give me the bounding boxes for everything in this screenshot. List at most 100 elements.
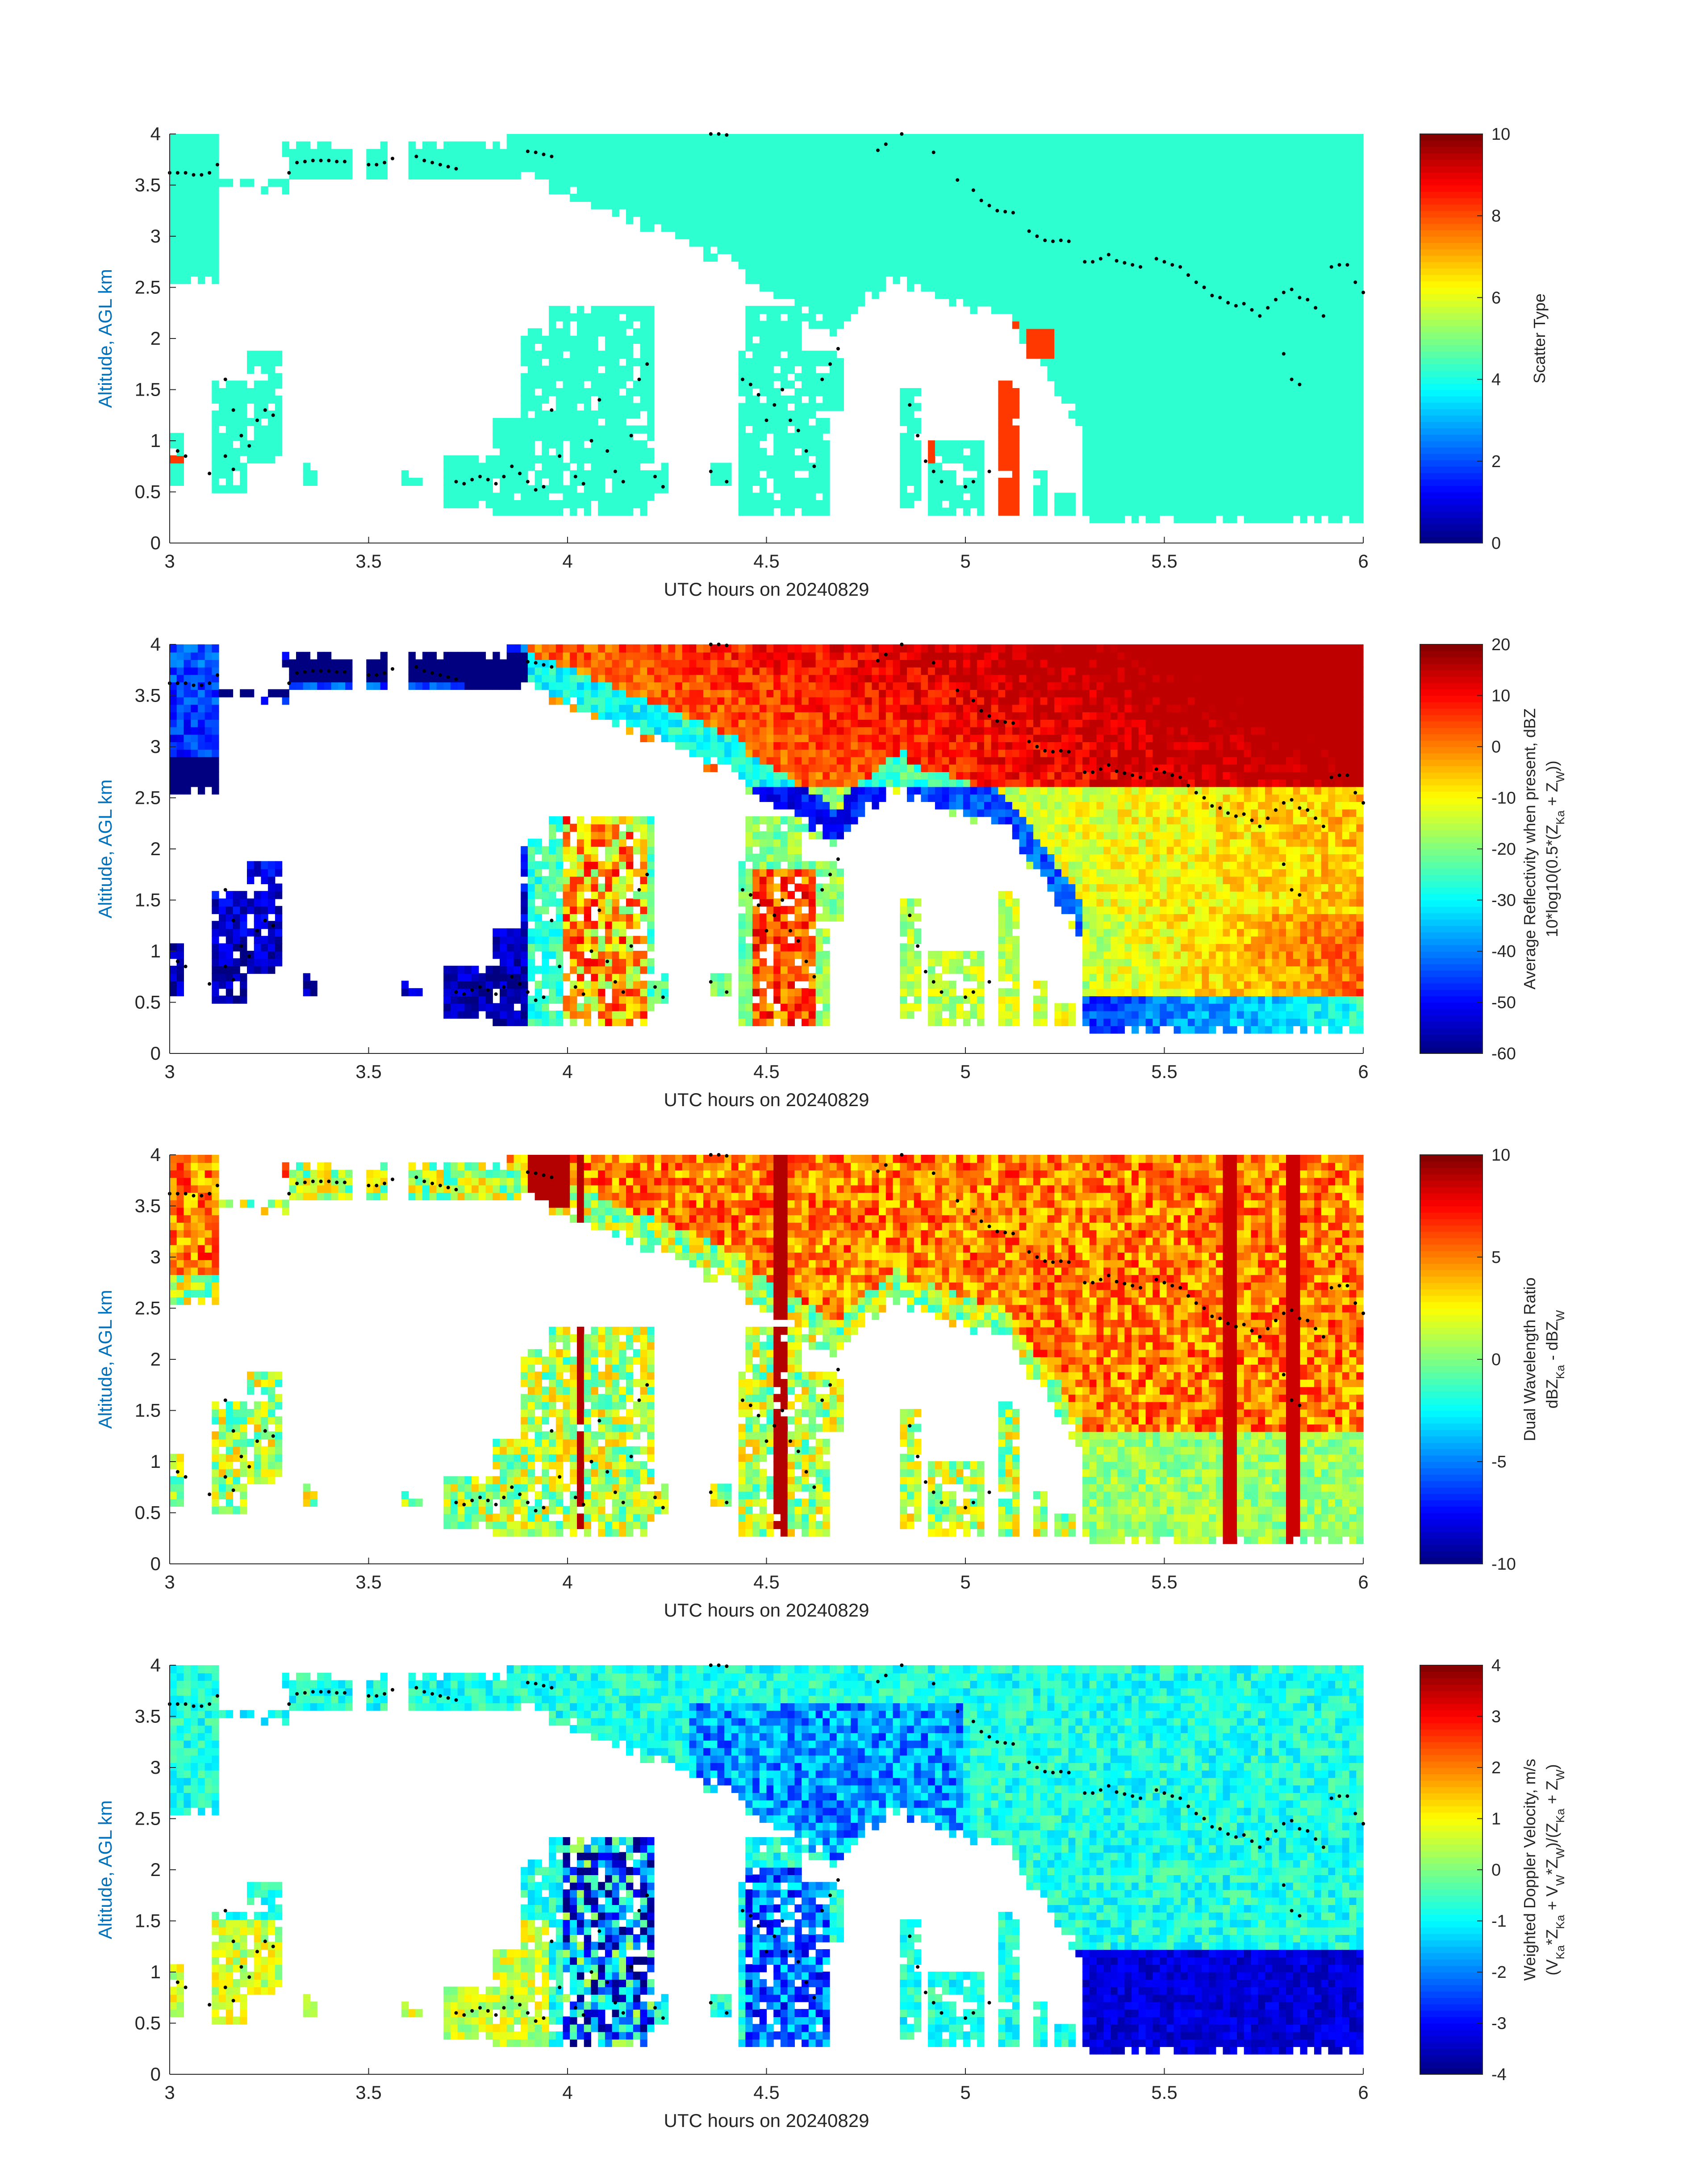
heatmap-cell bbox=[815, 380, 823, 389]
heatmap-cell bbox=[535, 171, 542, 180]
heatmap-cell bbox=[1012, 209, 1020, 217]
heatmap-cell bbox=[1342, 500, 1350, 509]
heatmap-cell bbox=[1286, 425, 1294, 434]
heatmap-cell bbox=[535, 373, 542, 381]
heatmap-cell bbox=[577, 149, 585, 157]
heatmap-cell bbox=[935, 268, 943, 277]
heatmap-cell bbox=[1209, 253, 1216, 262]
heatmap-cell bbox=[1047, 156, 1055, 165]
heatmap-cell bbox=[731, 171, 739, 180]
heatmap-cell bbox=[942, 455, 949, 464]
heatmap-cell bbox=[1033, 351, 1041, 359]
heatmap-cell bbox=[928, 238, 935, 247]
heatmap-cell bbox=[1068, 493, 1076, 501]
heatmap-cell bbox=[1342, 373, 1350, 381]
heatmap-cell bbox=[1054, 283, 1062, 292]
heatmap-cell bbox=[802, 433, 809, 441]
heatmap-cell bbox=[612, 171, 619, 180]
heatmap-cell bbox=[745, 141, 753, 150]
heatmap-cell bbox=[1082, 447, 1090, 456]
heatmap-cell bbox=[1328, 500, 1336, 509]
heatmap-cell bbox=[1223, 447, 1230, 456]
heatmap-cell bbox=[1251, 418, 1258, 426]
heatmap-cell bbox=[977, 186, 985, 195]
heatmap-cell bbox=[1307, 261, 1315, 269]
heatmap-cell bbox=[710, 141, 718, 150]
heatmap-cell bbox=[1040, 321, 1048, 329]
heatmap-cell bbox=[1005, 186, 1013, 195]
heatmap-cell bbox=[1187, 403, 1195, 411]
heatmap-cell bbox=[535, 163, 542, 172]
heatmap-cell bbox=[408, 156, 416, 165]
heatmap-cell bbox=[1117, 186, 1125, 195]
heatmap-cell bbox=[724, 179, 732, 187]
heatmap-cell bbox=[1089, 209, 1097, 217]
heatmap-cell bbox=[521, 335, 528, 344]
heatmap-cell bbox=[176, 276, 184, 284]
heatmap-cell bbox=[1153, 477, 1160, 486]
heatmap-cell bbox=[647, 141, 655, 150]
heatmap-cell bbox=[1321, 358, 1328, 367]
heatmap-cell bbox=[1181, 216, 1188, 225]
heatmap-cell bbox=[261, 455, 268, 464]
heatmap-cell bbox=[1237, 305, 1244, 314]
heatmap-cell bbox=[1307, 477, 1315, 486]
heatmap-cell bbox=[1103, 163, 1111, 172]
heatmap-cell bbox=[1237, 335, 1244, 344]
heatmap-cell bbox=[1026, 156, 1034, 165]
heatmap-cell bbox=[1251, 455, 1258, 464]
heatmap-cell bbox=[1272, 268, 1279, 277]
heatmap-cell bbox=[1124, 238, 1132, 247]
heatmap-cell bbox=[1244, 335, 1251, 344]
heatmap-cell bbox=[984, 298, 992, 307]
heatmap-cell bbox=[1258, 440, 1265, 449]
heatmap-cell bbox=[1251, 321, 1258, 329]
heatmap-cell bbox=[759, 246, 767, 255]
heatmap-cell bbox=[752, 470, 760, 479]
heatmap-cell bbox=[1230, 328, 1237, 337]
heatmap-cell bbox=[1272, 395, 1279, 404]
heatmap-cell bbox=[745, 358, 753, 367]
heatmap-cell bbox=[1258, 455, 1265, 464]
heatmap-cell bbox=[1040, 134, 1048, 142]
heatmap-cell bbox=[942, 261, 949, 269]
heatmap-cell bbox=[1132, 507, 1139, 516]
heatmap-cell bbox=[542, 141, 549, 150]
heatmap-cell bbox=[928, 186, 935, 195]
heatmap-cell bbox=[521, 388, 528, 397]
heatmap-cell bbox=[1223, 380, 1230, 389]
heatmap-cell bbox=[998, 291, 1006, 299]
heatmap-cell bbox=[1258, 351, 1265, 359]
heatmap-cell bbox=[591, 440, 598, 449]
heatmap-cell bbox=[956, 238, 964, 247]
heatmap-cell bbox=[1040, 223, 1048, 232]
heatmap-cell bbox=[991, 171, 998, 180]
heatmap-cell bbox=[1307, 351, 1315, 359]
heatmap-cell bbox=[1251, 149, 1258, 157]
heatmap-cell bbox=[928, 156, 935, 165]
heatmap-cell bbox=[1145, 193, 1153, 202]
heatmap-cell bbox=[1132, 515, 1139, 523]
heatmap-cell bbox=[1096, 261, 1104, 269]
heatmap-cell bbox=[815, 418, 823, 426]
heatmap-cell bbox=[1012, 141, 1020, 150]
heatmap-cell bbox=[745, 328, 753, 337]
heatmap-cell bbox=[1132, 261, 1139, 269]
heatmap-cell bbox=[1153, 455, 1160, 464]
heatmap-cell bbox=[289, 156, 296, 165]
heatmap-cell bbox=[1314, 209, 1322, 217]
heatmap-cell bbox=[1272, 313, 1279, 322]
heatmap-cell bbox=[555, 134, 564, 142]
heatmap-cell bbox=[893, 216, 900, 225]
heatmap-cell bbox=[1166, 373, 1174, 381]
heatmap-cell bbox=[830, 209, 837, 217]
heatmap-cell bbox=[1160, 410, 1167, 419]
heatmap-cell bbox=[640, 201, 647, 209]
heatmap-cell bbox=[984, 261, 992, 269]
heatmap-cell bbox=[563, 328, 570, 337]
heatmap-cell bbox=[914, 261, 921, 269]
heatmap-cell bbox=[794, 395, 802, 404]
heatmap-cell bbox=[535, 493, 542, 501]
heatmap-cell bbox=[1173, 268, 1181, 277]
heatmap-cell bbox=[1321, 440, 1328, 449]
